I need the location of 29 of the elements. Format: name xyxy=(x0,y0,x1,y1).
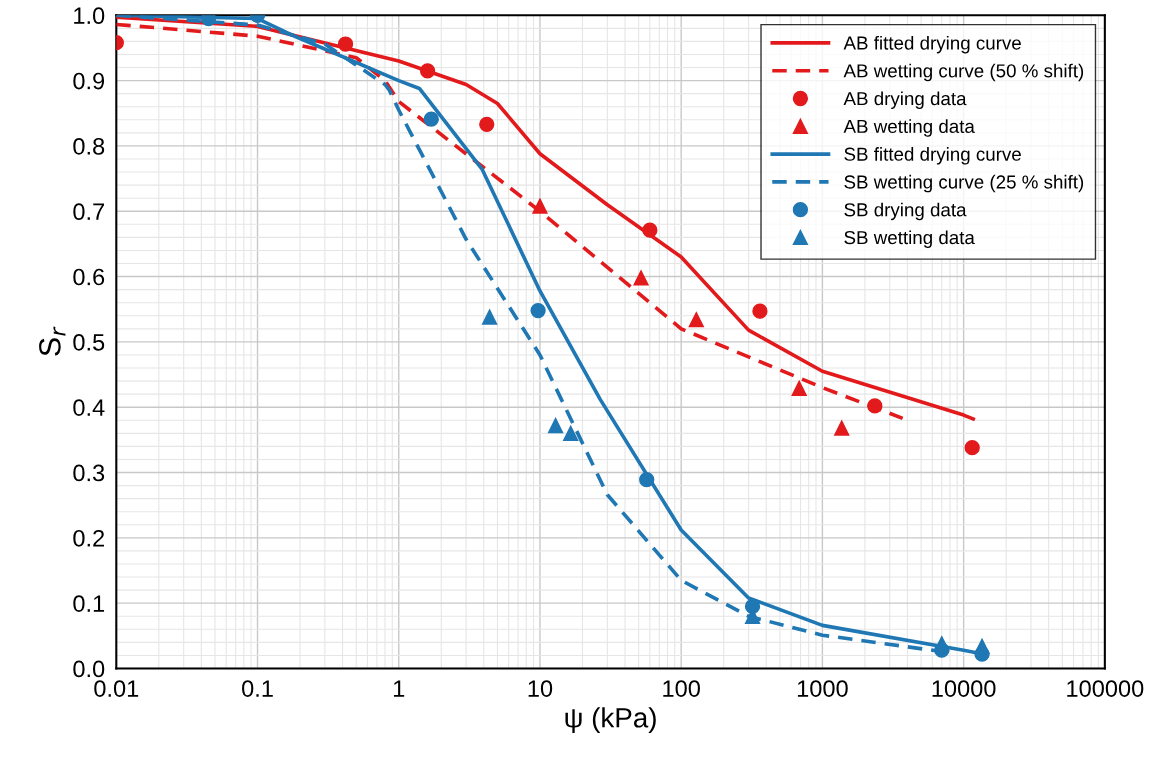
y-tick-label: 0.1 xyxy=(73,595,105,612)
y-tick-label: 0.5 xyxy=(73,333,105,351)
legend-label: SB wetting curve (25 % shift) xyxy=(844,174,1084,193)
legend-label: SB fitted drying curve xyxy=(844,147,1021,165)
y-tick-label: 0.4 xyxy=(73,399,105,416)
y-tick-label: 1.0 xyxy=(74,7,105,25)
x-tick-label: 1000 xyxy=(797,680,848,697)
legend-label: AB fitted drying curve xyxy=(843,35,1021,54)
y-tick-label: 0.8 xyxy=(73,137,105,155)
y-tick-label: 0.0 xyxy=(73,660,105,678)
x-tick-label: 1 xyxy=(393,680,405,697)
legend-label: AB drying data xyxy=(843,91,967,109)
y-tick-label: 0.6 xyxy=(73,268,105,286)
x-tick-label: 100 xyxy=(663,680,700,697)
legend-label: SB wetting data xyxy=(844,230,975,248)
y-tick-label: 0.2 xyxy=(73,529,105,547)
y-tick-label: 0.3 xyxy=(73,464,105,482)
x-axis-title: ψ (kPa) xyxy=(565,707,656,734)
y-tick-label: 0.9 xyxy=(73,72,105,90)
legend-label: AB wetting data xyxy=(843,119,975,137)
x-tick-label: 10000 xyxy=(932,680,996,697)
x-tick-label: 0.1 xyxy=(242,680,273,697)
x-tick-label: 100000 xyxy=(1067,680,1144,697)
y-tick-label: 0.7 xyxy=(73,203,105,221)
y-axis-title: S$_{r}$ xyxy=(39,326,66,356)
x-tick-label: 10 xyxy=(528,680,553,697)
legend-label: SB drying data xyxy=(844,202,967,221)
x-tick-label: 0.01 xyxy=(94,680,139,697)
legend-label: AB wetting curve (50 % shift) xyxy=(843,63,1084,82)
